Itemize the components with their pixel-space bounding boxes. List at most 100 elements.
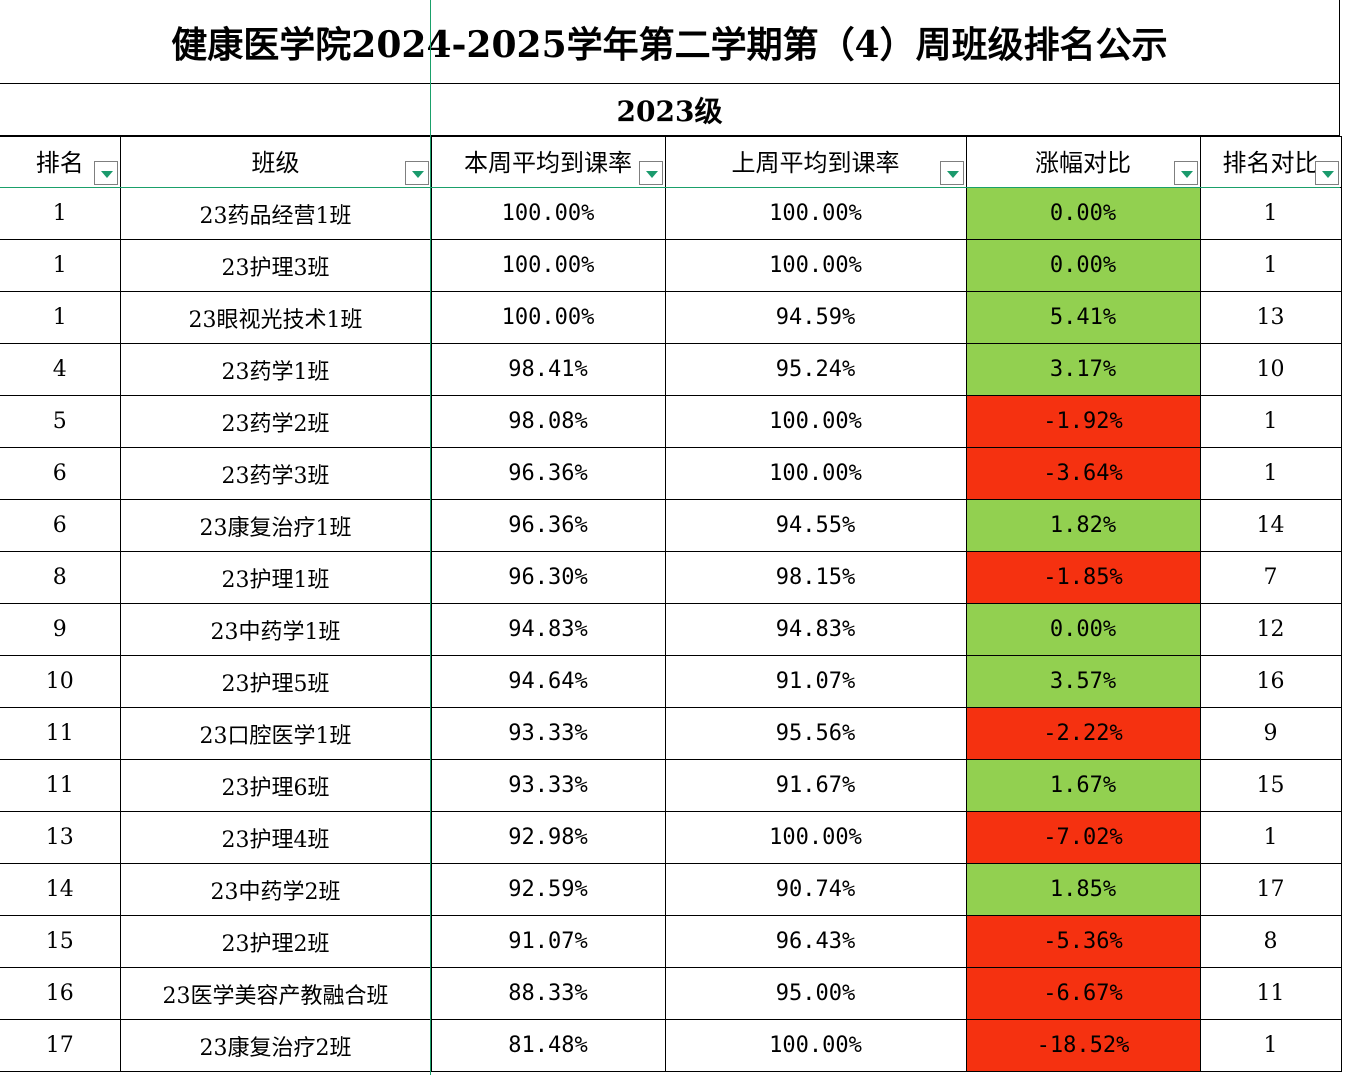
cell-rank-compare[interactable]: 7 [1199,551,1342,604]
cell-last-week[interactable]: 90.74% [664,863,967,916]
filter-dropdown-icon[interactable] [1314,161,1339,185]
cell-this-week[interactable]: 88.33% [430,967,666,1020]
cell-last-week[interactable]: 94.55% [664,499,967,552]
cell-rank-compare[interactable]: 12 [1199,603,1342,656]
cell-rank-compare[interactable]: 1 [1199,395,1342,448]
cell-rank-compare[interactable]: 1 [1199,187,1342,240]
cell-rank-compare[interactable]: 17 [1199,863,1342,916]
header-rank[interactable]: 排名 [0,136,121,188]
header-class[interactable]: 班级 [119,136,432,188]
cell-rank[interactable]: 1 [0,291,121,344]
cell-last-week[interactable]: 95.56% [664,707,967,760]
cell-class[interactable]: 23护理3班 [119,239,432,292]
cell-class[interactable]: 23护理6班 [119,759,432,812]
cell-class[interactable]: 23中药学2班 [119,863,432,916]
frozen-pane-divider-horizontal[interactable] [0,187,1340,188]
cell-class[interactable]: 23药品经营1班 [119,187,432,240]
cell-last-week[interactable]: 100.00% [664,239,967,292]
cell-this-week[interactable]: 92.98% [430,811,666,864]
cell-class[interactable]: 23医学美容产教融合班 [119,967,432,1020]
cell-change[interactable]: -1.85% [965,551,1201,604]
cell-rank[interactable]: 11 [0,707,121,760]
filter-dropdown-icon[interactable] [939,161,964,185]
cell-rank[interactable]: 5 [0,395,121,448]
cell-last-week[interactable]: 94.59% [664,291,967,344]
cell-this-week[interactable]: 98.41% [430,343,666,396]
cell-change[interactable]: 3.17% [965,343,1201,396]
cell-rank[interactable]: 6 [0,499,121,552]
cell-change[interactable]: -3.64% [965,447,1201,500]
cell-last-week[interactable]: 100.00% [664,1019,967,1072]
page-title[interactable]: 健康医学院2024-2025学年第二学期第（4）周班级排名公示 [0,0,1340,84]
cell-class[interactable]: 23康复治疗2班 [119,1019,432,1072]
cell-rank[interactable]: 10 [0,655,121,708]
cell-change[interactable]: 5.41% [965,291,1201,344]
cell-rank-compare[interactable]: 1 [1199,447,1342,500]
cell-rank-compare[interactable]: 11 [1199,967,1342,1020]
cell-rank-compare[interactable]: 15 [1199,759,1342,812]
cell-change[interactable]: 1.67% [965,759,1201,812]
cell-rank-compare[interactable]: 10 [1199,343,1342,396]
cell-class[interactable]: 23药学2班 [119,395,432,448]
cell-this-week[interactable]: 100.00% [430,187,666,240]
cell-last-week[interactable]: 95.24% [664,343,967,396]
header-last-week[interactable]: 上周平均到课率 [664,136,967,188]
cell-rank[interactable]: 8 [0,551,121,604]
cell-this-week[interactable]: 98.08% [430,395,666,448]
cell-class[interactable]: 23护理1班 [119,551,432,604]
cell-change[interactable]: 3.57% [965,655,1201,708]
header-rank-compare[interactable]: 排名对比 [1199,136,1342,188]
filter-dropdown-icon[interactable] [1173,161,1198,185]
cell-last-week[interactable]: 100.00% [664,187,967,240]
grade-label[interactable]: 2023级 [0,84,1340,136]
cell-last-week[interactable]: 100.00% [664,447,967,500]
cell-this-week[interactable]: 96.36% [430,447,666,500]
cell-rank[interactable]: 1 [0,187,121,240]
cell-this-week[interactable]: 96.30% [430,551,666,604]
cell-rank-compare[interactable]: 1 [1199,811,1342,864]
header-change[interactable]: 涨幅对比 [965,136,1201,188]
cell-rank[interactable]: 11 [0,759,121,812]
cell-class[interactable]: 23口腔医学1班 [119,707,432,760]
cell-change[interactable]: 1.82% [965,499,1201,552]
cell-last-week[interactable]: 91.07% [664,655,967,708]
cell-class[interactable]: 23护理4班 [119,811,432,864]
cell-rank[interactable]: 16 [0,967,121,1020]
cell-change[interactable]: -18.52% [965,1019,1201,1072]
cell-rank[interactable]: 4 [0,343,121,396]
cell-rank[interactable]: 15 [0,915,121,968]
cell-this-week[interactable]: 100.00% [430,291,666,344]
cell-rank[interactable]: 6 [0,447,121,500]
cell-last-week[interactable]: 98.15% [664,551,967,604]
cell-this-week[interactable]: 93.33% [430,759,666,812]
cell-rank[interactable]: 9 [0,603,121,656]
cell-this-week[interactable]: 91.07% [430,915,666,968]
cell-this-week[interactable]: 94.64% [430,655,666,708]
cell-class[interactable]: 23中药学1班 [119,603,432,656]
cell-rank-compare[interactable]: 13 [1199,291,1342,344]
cell-class[interactable]: 23药学3班 [119,447,432,500]
cell-last-week[interactable]: 96.43% [664,915,967,968]
cell-class[interactable]: 23眼视光技术1班 [119,291,432,344]
cell-this-week[interactable]: 96.36% [430,499,666,552]
cell-change[interactable]: 1.85% [965,863,1201,916]
cell-class[interactable]: 23护理5班 [119,655,432,708]
cell-rank-compare[interactable]: 14 [1199,499,1342,552]
filter-dropdown-icon[interactable] [638,161,663,185]
filter-dropdown-icon[interactable] [93,161,118,185]
cell-change[interactable]: 0.00% [965,239,1201,292]
cell-rank-compare[interactable]: 16 [1199,655,1342,708]
cell-rank-compare[interactable]: 1 [1199,239,1342,292]
cell-last-week[interactable]: 100.00% [664,811,967,864]
cell-class[interactable]: 23护理2班 [119,915,432,968]
cell-rank[interactable]: 13 [0,811,121,864]
cell-class[interactable]: 23康复治疗1班 [119,499,432,552]
cell-this-week[interactable]: 94.83% [430,603,666,656]
cell-class[interactable]: 23药学1班 [119,343,432,396]
filter-dropdown-icon[interactable] [404,161,429,185]
cell-change[interactable]: -2.22% [965,707,1201,760]
cell-rank-compare[interactable]: 8 [1199,915,1342,968]
cell-rank[interactable]: 14 [0,863,121,916]
cell-this-week[interactable]: 100.00% [430,239,666,292]
frozen-pane-divider-vertical[interactable] [430,0,431,1075]
